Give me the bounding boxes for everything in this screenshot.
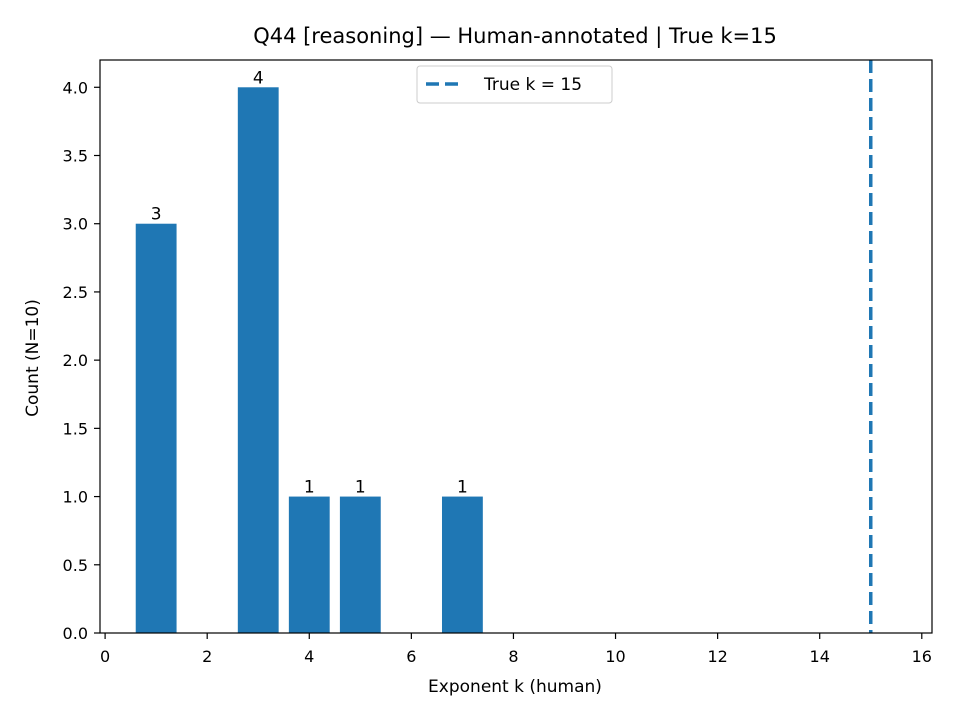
x-tick-label: 16 xyxy=(912,647,932,666)
x-tick-label: 8 xyxy=(508,647,518,666)
y-tick-label: 4.0 xyxy=(63,78,88,97)
y-axis-label: Count (N=10) xyxy=(23,299,43,417)
y-tick-label: 0.5 xyxy=(63,556,88,575)
y-axis-ticks: 0.0 0.5 1.0 1.5 2.0 2.5 3.0 3.5 4.0 xyxy=(63,78,100,643)
y-tick-label: 2.0 xyxy=(63,351,88,370)
data-label-k-3: 4 xyxy=(253,68,264,88)
x-tick-label: 12 xyxy=(707,647,727,666)
bar-k-4 xyxy=(288,496,330,633)
bar-k-1 xyxy=(135,223,177,633)
legend-box xyxy=(416,65,613,104)
chart-title: Q44 [reasoning] — Human-annotated | True… xyxy=(253,24,777,49)
x-tick-label: 4 xyxy=(304,647,314,666)
bar-k-5 xyxy=(339,496,381,633)
y-tick-label: 1.5 xyxy=(63,419,88,438)
x-tick-label: 6 xyxy=(406,647,416,666)
plot-frame xyxy=(99,59,933,634)
bar-k-7 xyxy=(441,496,483,633)
y-tick-label: 3.0 xyxy=(63,215,88,234)
y-tick-label: 3.5 xyxy=(63,147,88,166)
x-tick-label: 0 xyxy=(100,647,110,666)
y-tick-label: 2.5 xyxy=(63,283,88,302)
y-tick-label: 1.0 xyxy=(63,488,88,507)
legend-entry: True k = 15 xyxy=(483,75,582,95)
x-tick-label: 10 xyxy=(605,647,625,666)
x-axis-ticks: 0 2 4 6 8 10 12 14 16 xyxy=(100,633,932,666)
data-label-k-4: 1 xyxy=(304,478,315,498)
x-tick-label: 14 xyxy=(810,647,830,666)
bar-k-3 xyxy=(237,87,279,634)
data-labels: 3 4 1 1 1 xyxy=(151,68,468,497)
data-label-k-5: 1 xyxy=(355,478,366,498)
legend: True k = 15 xyxy=(416,65,613,104)
plot-area: 3 4 1 1 1 xyxy=(99,59,933,634)
data-label-k-7: 1 xyxy=(457,478,468,498)
x-tick-label: 2 xyxy=(202,647,212,666)
bars xyxy=(135,87,483,634)
y-tick-label: 0.0 xyxy=(63,624,88,643)
x-axis-label: Exponent k (human) xyxy=(428,677,602,697)
data-label-k-1: 3 xyxy=(151,205,162,225)
